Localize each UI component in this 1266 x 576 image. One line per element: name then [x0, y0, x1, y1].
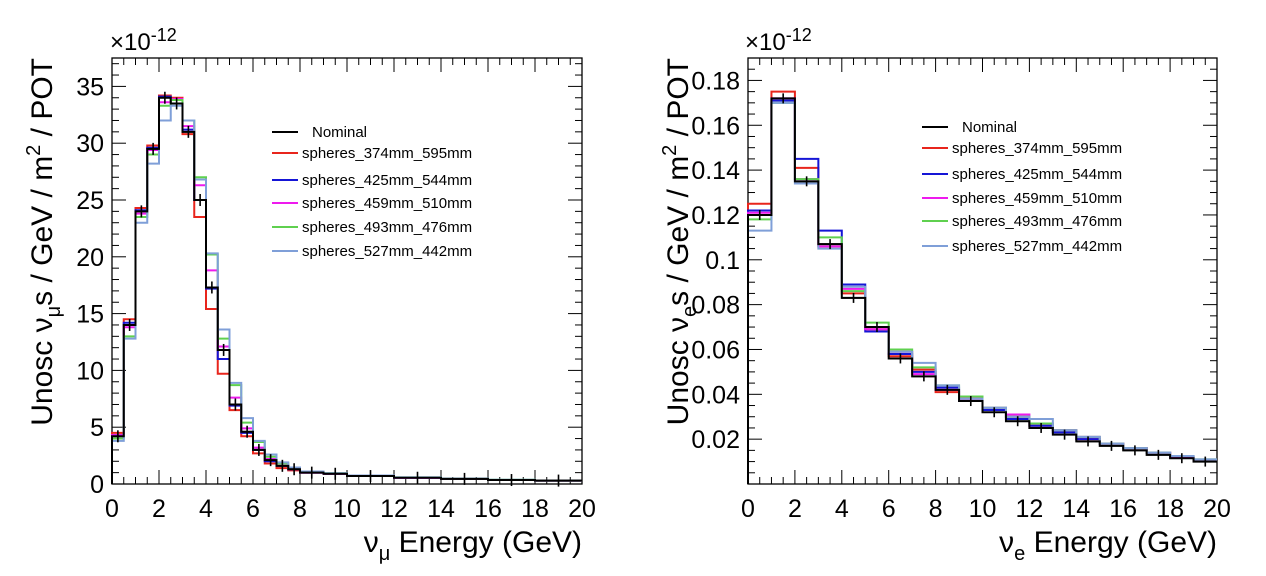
- x-tick-label: 16: [474, 495, 502, 523]
- x-tick-label: 16: [1109, 495, 1137, 523]
- x-tick-label: 10: [969, 495, 997, 523]
- axis-exponent: ×10-12: [110, 25, 177, 56]
- x-tick-label: 0: [105, 495, 119, 523]
- x-label-rest: Energy (GeV): [1025, 526, 1217, 559]
- y-tick-label: 10: [76, 357, 104, 385]
- x-tick-label: 6: [246, 495, 260, 523]
- y-tick-label: 0.08: [691, 292, 740, 320]
- x-axis-label: νμ Energy (GeV): [364, 526, 582, 565]
- x-tick-label: 12: [380, 495, 408, 523]
- x-tick-label: 18: [1156, 495, 1184, 523]
- x-tick-label: 6: [882, 495, 896, 523]
- y-tick-label: 25: [76, 187, 104, 215]
- legend-label: spheres_459mm_510mm: [952, 190, 1122, 207]
- y-label-post: / POT: [662, 58, 695, 145]
- y-tick-label: 0.14: [691, 157, 740, 185]
- x-tick-label: 8: [293, 495, 307, 523]
- x-label-sub: μ: [379, 543, 391, 565]
- x-axis-label: νe Energy (GeV): [999, 526, 1217, 565]
- legend-label: spheres_493mm_476mm: [302, 219, 472, 236]
- y-label-sub: μ: [43, 306, 65, 318]
- y-tick-label: 0.04: [691, 381, 740, 409]
- y-tick-label: 0.12: [691, 202, 740, 230]
- legend-label: Nominal: [312, 124, 367, 141]
- x-tick-label: 2: [788, 495, 802, 523]
- x-label-sub: e: [1014, 543, 1025, 565]
- exponent-base: ×10: [110, 29, 151, 56]
- y-tick-label: 0.06: [691, 336, 740, 364]
- y-axis-label: Unosc νμs / GeV / m2 / POT: [23, 58, 65, 426]
- legend-label: spheres_459mm_510mm: [302, 195, 472, 212]
- legend-label: spheres_527mm_442mm: [302, 243, 472, 260]
- y-tick-label: 0.16: [691, 112, 740, 140]
- y-tick-label: 0.02: [691, 426, 740, 454]
- y-tick-label: 35: [76, 73, 104, 101]
- legend-label: spheres_425mm_544mm: [952, 166, 1122, 183]
- x-label-main: ν: [999, 526, 1014, 559]
- y-tick-label: 30: [76, 130, 104, 158]
- y-label-sub: e: [679, 306, 701, 317]
- x-tick-label: 18: [521, 495, 549, 523]
- y-tick-label: 0.1: [705, 247, 740, 275]
- y-tick-label: 0: [90, 471, 104, 499]
- y-label-pre: Unosc ν: [26, 317, 59, 425]
- legend: Nominal spheres_374mm_595mm spheres_425mm_…: [922, 119, 1122, 255]
- chart-panel-2: 0 2 4 6 8 10 12 14 16 18 20 0.02 0.04 0.06 0.08 0.1 0.12…: [659, 25, 1231, 565]
- x-label-main: ν: [364, 526, 379, 559]
- y-label-mid: s / GeV / m: [26, 156, 59, 306]
- y-axis-label: Unosc νes / GeV / m2 / POT: [659, 58, 701, 425]
- series-line-spheres_527mm_442mm: [111, 104, 582, 484]
- x-tick-label: 4: [199, 495, 213, 523]
- y-tick-label: 15: [76, 301, 104, 329]
- axis-exponent: ×10-12: [745, 25, 812, 56]
- x-tick-label: 2: [152, 495, 166, 523]
- exponent-base: ×10: [745, 29, 786, 56]
- legend-label: spheres_493mm_476mm: [952, 213, 1122, 230]
- x-label-rest: Energy (GeV): [390, 526, 582, 559]
- series-line-spheres_425mm_544mm: [747, 99, 1217, 484]
- x-tick-label: 20: [568, 495, 596, 523]
- x-tick-label: 14: [427, 495, 455, 523]
- y-tick-label: 5: [90, 414, 104, 442]
- legend-label: spheres_425mm_544mm: [302, 172, 472, 189]
- exponent-power: -12: [151, 25, 177, 45]
- y-tick-label: 0.18: [691, 67, 740, 95]
- x-tick-label: 0: [741, 495, 755, 523]
- y-label-sup: 2: [659, 145, 681, 156]
- x-tick-label: 12: [1015, 495, 1043, 523]
- y-label-sup: 2: [23, 145, 45, 156]
- y-label-post: / POT: [26, 58, 59, 145]
- x-tick-label: 14: [1062, 495, 1090, 523]
- x-tick-label: 20: [1203, 495, 1231, 523]
- legend-label: Nominal: [962, 119, 1017, 136]
- legend-label: spheres_374mm_595mm: [302, 145, 472, 162]
- legend: Nominal spheres_374mm_595mm spheres_425mm_…: [272, 124, 472, 260]
- y-tick-label: 20: [76, 244, 104, 272]
- y-label-pre: Unosc ν: [662, 317, 695, 425]
- x-tick-label: 4: [835, 495, 849, 523]
- legend-label: spheres_374mm_595mm: [952, 140, 1122, 157]
- x-tick-label: 8: [929, 495, 943, 523]
- y-label-mid: s / GeV / m: [662, 156, 695, 306]
- chart-panel-1: 0 2 4 6 8 10 12 14 16 18 20 0 5 10 15 20 25 30 35×10-12 νμ …: [23, 25, 596, 565]
- x-tick-label: 10: [333, 495, 361, 523]
- exponent-power: -12: [786, 25, 812, 45]
- legend-label: spheres_527mm_442mm: [952, 238, 1122, 255]
